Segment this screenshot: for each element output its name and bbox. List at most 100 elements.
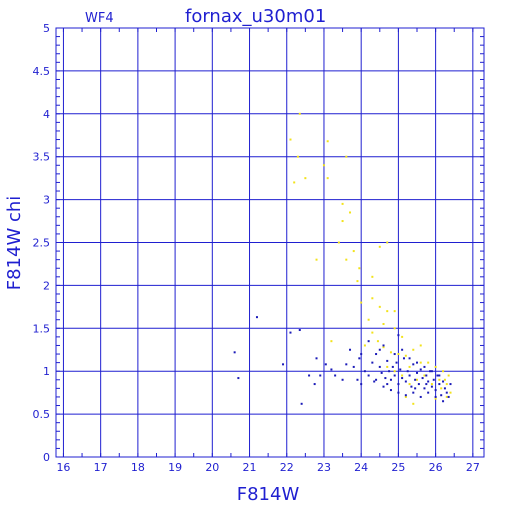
data-point <box>345 363 348 366</box>
x-tick-label: 27 <box>466 461 480 474</box>
x-tick-label: 24 <box>354 461 368 474</box>
y-tick-label: 4 <box>43 108 50 121</box>
data-point <box>416 371 419 374</box>
data-point <box>419 395 422 398</box>
data-point <box>296 155 299 158</box>
data-point <box>397 353 400 356</box>
data-point <box>282 363 285 366</box>
data-point <box>423 374 426 377</box>
data-point <box>442 400 445 403</box>
data-point <box>438 374 441 377</box>
x-tick-label: 20 <box>205 461 219 474</box>
data-point <box>322 164 325 167</box>
data-point <box>341 378 344 381</box>
data-point <box>360 383 363 386</box>
data-point <box>445 383 448 386</box>
data-point <box>330 340 333 343</box>
data-point <box>408 357 411 360</box>
data-point <box>434 365 437 368</box>
data-point <box>356 378 359 381</box>
y-tick-label: 1.5 <box>33 322 51 335</box>
data-point <box>440 387 443 390</box>
data-point <box>375 353 378 356</box>
data-point <box>360 353 363 356</box>
data-point <box>408 383 411 386</box>
data-point <box>412 348 415 351</box>
y-tick-label: 2 <box>43 279 50 292</box>
data-point <box>391 365 394 368</box>
data-point <box>429 370 432 373</box>
data-point <box>419 368 422 371</box>
grid-lines <box>56 27 484 458</box>
x-tick-labels: 16 17 18 19 20 21 22 23 24 25 26 27 <box>56 461 479 474</box>
data-point <box>432 378 435 381</box>
data-point <box>345 155 348 158</box>
data-point <box>397 383 400 386</box>
data-point <box>404 380 407 383</box>
x-tick-label: 22 <box>280 461 294 474</box>
data-point <box>445 395 448 398</box>
data-point <box>427 380 430 383</box>
data-point <box>408 374 411 377</box>
data-point <box>393 370 396 373</box>
data-point <box>416 378 419 381</box>
data-points <box>233 112 452 405</box>
data-point <box>438 378 441 381</box>
data-point <box>389 389 392 392</box>
data-point <box>300 402 303 405</box>
data-point <box>447 374 450 377</box>
data-point <box>423 387 426 390</box>
data-point <box>363 370 366 373</box>
data-point <box>423 365 426 368</box>
data-point <box>430 370 433 373</box>
data-point <box>313 383 316 386</box>
data-point <box>421 377 424 380</box>
data-point <box>427 391 430 394</box>
data-point <box>417 383 420 386</box>
x-tick-label: 16 <box>56 461 70 474</box>
data-point <box>380 371 383 374</box>
data-point <box>337 241 340 244</box>
data-point <box>425 374 428 377</box>
y-tick-labels: 0 0.5 1 1.5 2 2.5 3 3.5 4 4.5 5 <box>33 22 51 464</box>
data-point <box>404 395 407 398</box>
data-point <box>406 370 409 373</box>
chart-title: fornax_u30m01 <box>185 6 326 27</box>
data-point <box>375 378 378 381</box>
x-tick-label: 25 <box>391 461 405 474</box>
x-axis-label: F814W <box>237 484 300 505</box>
chart-subtitle: WF4 <box>85 11 114 26</box>
data-point <box>341 202 344 205</box>
y-tick-label: 4.5 <box>33 65 51 78</box>
y-tick-label: 3 <box>43 194 50 207</box>
data-point <box>371 275 374 278</box>
data-point <box>401 348 404 351</box>
data-point <box>352 250 355 253</box>
data-point <box>378 305 381 308</box>
data-point <box>386 383 389 386</box>
data-point <box>373 380 376 383</box>
data-point <box>378 365 381 368</box>
y-tick-label: 2.5 <box>33 237 51 250</box>
data-point <box>315 258 318 261</box>
data-point <box>356 280 359 283</box>
x-tick-label: 21 <box>243 461 257 474</box>
data-point <box>408 365 411 368</box>
data-point <box>378 245 381 248</box>
data-point <box>255 316 258 319</box>
data-point <box>449 383 452 386</box>
data-point <box>434 395 437 398</box>
data-point <box>401 335 404 338</box>
data-point <box>442 380 445 383</box>
data-point <box>319 374 322 377</box>
data-point <box>289 138 292 141</box>
data-point <box>289 331 292 334</box>
data-point <box>393 310 396 313</box>
data-point <box>397 334 400 337</box>
data-point <box>298 112 301 115</box>
data-point <box>386 310 389 313</box>
data-point <box>447 395 450 398</box>
data-point <box>308 374 311 377</box>
data-point <box>382 344 385 347</box>
data-point <box>360 301 363 304</box>
